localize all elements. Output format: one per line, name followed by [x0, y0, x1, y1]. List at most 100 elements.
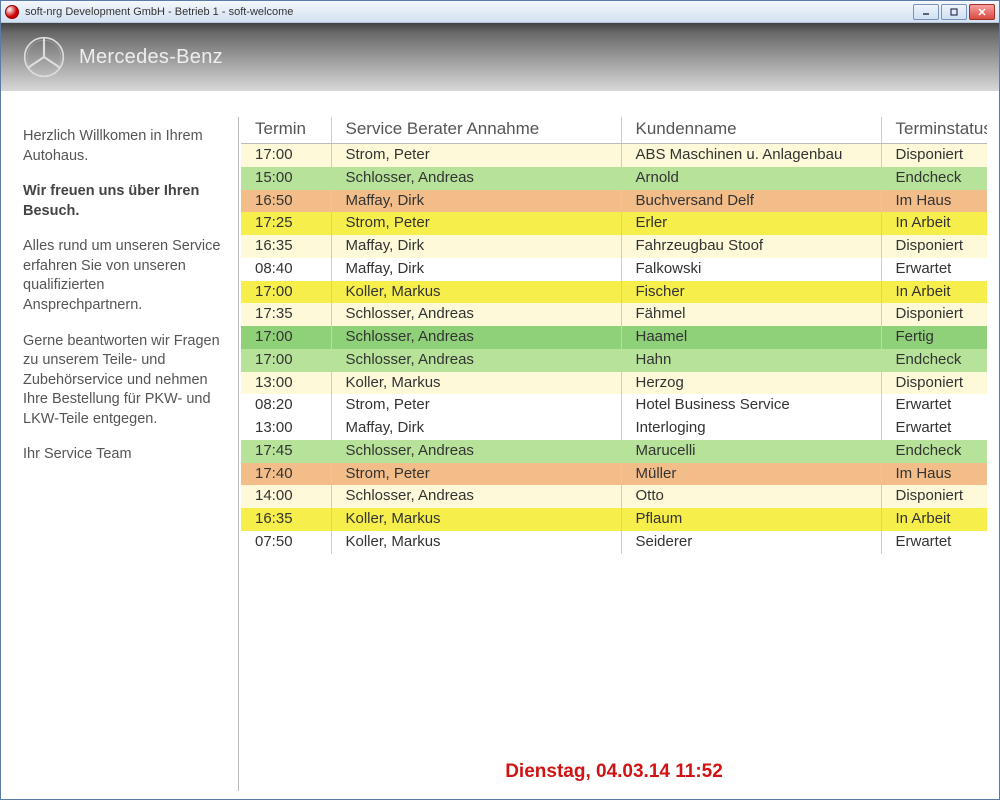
cell-termin: 16:35	[241, 508, 331, 531]
cell-status: Endcheck	[881, 440, 987, 463]
cell-status: Erwartet	[881, 258, 987, 281]
maximize-button[interactable]	[941, 4, 967, 20]
app-icon	[5, 5, 19, 19]
cell-termin: 17:00	[241, 326, 331, 349]
cell-berater: Maffay, Dirk	[331, 190, 621, 213]
welcome-line-2: Wir freuen uns über Ihren Besuch.	[23, 182, 224, 221]
cell-berater: Strom, Peter	[331, 463, 621, 486]
cell-status: Im Haus	[881, 463, 987, 486]
col-termin: Termin	[241, 117, 331, 144]
window-title: soft-nrg Development GmbH - Betrieb 1 - …	[25, 6, 913, 18]
app-window: soft-nrg Development GmbH - Betrieb 1 - …	[0, 0, 1000, 800]
table-row: 15:00Schlosser, AndreasArnoldEndcheck	[241, 167, 987, 190]
cell-berater: Schlosser, Andreas	[331, 303, 621, 326]
cell-status: Endcheck	[881, 349, 987, 372]
cell-status: Erwartet	[881, 417, 987, 440]
table-row: 08:40Maffay, DirkFalkowskiErwartet	[241, 258, 987, 281]
cell-termin: 08:20	[241, 394, 331, 417]
welcome-line-4: Gerne beantworten wir Fragen zu unserem …	[23, 332, 224, 430]
cell-kunde: Hahn	[621, 349, 881, 372]
table-row: 17:00Strom, PeterABS Maschinen u. Anlage…	[241, 144, 987, 167]
table-row: 17:45Schlosser, AndreasMarucelliEndcheck	[241, 440, 987, 463]
table-row: 16:35Koller, MarkusPflaumIn Arbeit	[241, 508, 987, 531]
appointments-area: Termin Service Berater Annahme Kundennam…	[238, 117, 987, 791]
cell-status: In Arbeit	[881, 508, 987, 531]
cell-kunde: Interloging	[621, 417, 881, 440]
cell-termin: 15:00	[241, 167, 331, 190]
close-button[interactable]	[969, 4, 995, 20]
cell-status: Disponiert	[881, 303, 987, 326]
cell-status: Disponiert	[881, 144, 987, 167]
footer-datetime: Dienstag, 04.03.14 11:52	[241, 755, 987, 791]
cell-termin: 17:00	[241, 144, 331, 167]
table-row: 16:50Maffay, DirkBuchversand DelfIm Haus	[241, 190, 987, 213]
cell-termin: 13:00	[241, 417, 331, 440]
cell-termin: 17:40	[241, 463, 331, 486]
window-controls	[913, 4, 995, 20]
cell-berater: Koller, Markus	[331, 281, 621, 304]
cell-kunde: Erler	[621, 212, 881, 235]
welcome-line-5: Ihr Service Team	[23, 445, 224, 465]
table-header-row: Termin Service Berater Annahme Kundennam…	[241, 117, 987, 144]
col-status: Terminstatus	[881, 117, 987, 144]
table-row: 17:00Schlosser, AndreasHaamelFertig	[241, 326, 987, 349]
mercedes-logo-icon	[23, 36, 65, 78]
cell-kunde: ABS Maschinen u. Anlagenbau	[621, 144, 881, 167]
cell-berater: Koller, Markus	[331, 531, 621, 554]
cell-berater: Schlosser, Andreas	[331, 440, 621, 463]
cell-termin: 14:00	[241, 485, 331, 508]
cell-termin: 08:40	[241, 258, 331, 281]
brand-name: Mercedes-Benz	[79, 46, 223, 69]
cell-status: Disponiert	[881, 372, 987, 395]
table-row: 17:25Strom, PeterErlerIn Arbeit	[241, 212, 987, 235]
cell-berater: Maffay, Dirk	[331, 258, 621, 281]
cell-termin: 17:45	[241, 440, 331, 463]
cell-status: Disponiert	[881, 485, 987, 508]
cell-status: Endcheck	[881, 167, 987, 190]
cell-termin: 07:50	[241, 531, 331, 554]
cell-kunde: Pflaum	[621, 508, 881, 531]
minimize-icon	[921, 7, 931, 17]
cell-kunde: Fischer	[621, 281, 881, 304]
welcome-line-1: Herzlich Willkomen in Ihrem Autohaus.	[23, 127, 224, 166]
cell-status: Erwartet	[881, 394, 987, 417]
table-row: 13:00Koller, MarkusHerzogDisponiert	[241, 372, 987, 395]
cell-kunde: Hotel Business Service	[621, 394, 881, 417]
cell-termin: 17:00	[241, 349, 331, 372]
cell-status: In Arbeit	[881, 212, 987, 235]
cell-berater: Schlosser, Andreas	[331, 349, 621, 372]
cell-kunde: Fahrzeugbau Stoof	[621, 235, 881, 258]
cell-status: Disponiert	[881, 235, 987, 258]
table-row: 17:35Schlosser, AndreasFähmelDisponiert	[241, 303, 987, 326]
cell-kunde: Haamel	[621, 326, 881, 349]
cell-status: Im Haus	[881, 190, 987, 213]
cell-termin: 17:25	[241, 212, 331, 235]
cell-termin: 17:35	[241, 303, 331, 326]
cell-kunde: Buchversand Delf	[621, 190, 881, 213]
cell-berater: Strom, Peter	[331, 212, 621, 235]
cell-termin: 17:00	[241, 281, 331, 304]
close-icon	[977, 7, 987, 17]
cell-berater: Schlosser, Andreas	[331, 167, 621, 190]
welcome-line-3: Alles rund um unseren Service erfahren S…	[23, 237, 224, 315]
table-row: 16:35Maffay, DirkFahrzeugbau StoofDispon…	[241, 235, 987, 258]
cell-berater: Maffay, Dirk	[331, 235, 621, 258]
appointments-table: Termin Service Berater Annahme Kundennam…	[241, 117, 987, 554]
cell-berater: Strom, Peter	[331, 144, 621, 167]
cell-kunde: Otto	[621, 485, 881, 508]
cell-kunde: Falkowski	[621, 258, 881, 281]
brand-header: Mercedes-Benz	[1, 23, 999, 91]
cell-termin: 13:00	[241, 372, 331, 395]
cell-termin: 16:50	[241, 190, 331, 213]
col-berater: Service Berater Annahme	[331, 117, 621, 144]
cell-status: Erwartet	[881, 531, 987, 554]
table-row: 13:00Maffay, DirkInterlogingErwartet	[241, 417, 987, 440]
cell-berater: Schlosser, Andreas	[331, 326, 621, 349]
table-row: 17:00Koller, MarkusFischerIn Arbeit	[241, 281, 987, 304]
col-kunde: Kundenname	[621, 117, 881, 144]
cell-kunde: Müller	[621, 463, 881, 486]
cell-status: Fertig	[881, 326, 987, 349]
minimize-button[interactable]	[913, 4, 939, 20]
welcome-sidebar: Herzlich Willkomen in Ihrem Autohaus. Wi…	[13, 117, 238, 791]
cell-berater: Maffay, Dirk	[331, 417, 621, 440]
